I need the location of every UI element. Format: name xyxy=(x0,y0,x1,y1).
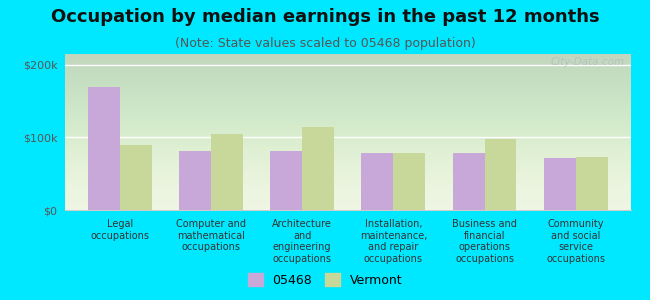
Text: City-Data.com: City-Data.com xyxy=(551,57,625,67)
Legend: 05468, Vermont: 05468, Vermont xyxy=(244,270,406,291)
Text: (Note: State values scaled to 05468 population): (Note: State values scaled to 05468 popu… xyxy=(175,38,475,50)
Bar xyxy=(544,158,576,210)
Bar xyxy=(211,134,243,210)
Bar xyxy=(120,145,151,210)
Bar xyxy=(361,153,393,210)
Bar xyxy=(302,127,334,210)
Bar xyxy=(452,153,484,210)
Bar xyxy=(484,139,517,210)
Bar xyxy=(270,151,302,210)
Text: Occupation by median earnings in the past 12 months: Occupation by median earnings in the pas… xyxy=(51,8,599,26)
Bar xyxy=(576,157,608,210)
Bar xyxy=(88,87,120,210)
Bar xyxy=(179,151,211,210)
Bar xyxy=(393,153,425,210)
